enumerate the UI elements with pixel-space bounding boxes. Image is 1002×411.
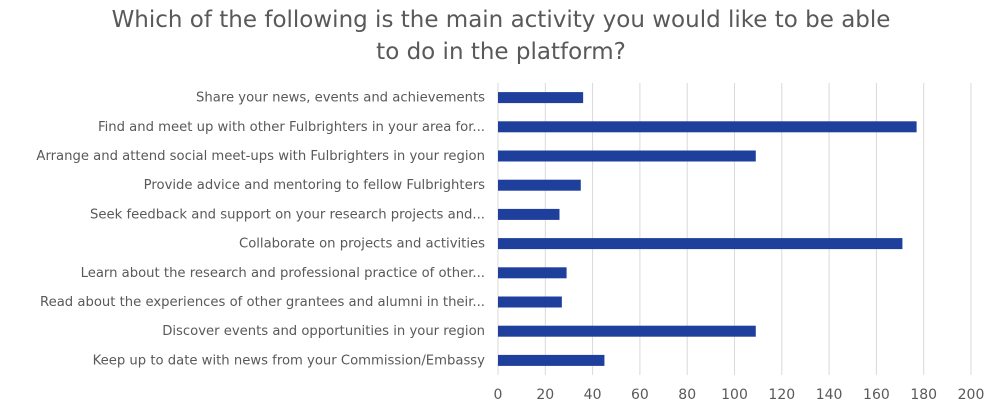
category-label-4: Seek feedback and support on your resear… bbox=[90, 207, 485, 222]
category-label-6: Learn about the research and professiona… bbox=[81, 266, 485, 281]
category-label-2: Arrange and attend social meet-ups with … bbox=[36, 149, 485, 164]
bar-4 bbox=[498, 208, 560, 220]
category-label-0: Share your news, events and achievements bbox=[196, 91, 485, 106]
bar-6 bbox=[498, 267, 567, 279]
category-label-8: Discover events and opportunities in you… bbox=[162, 324, 485, 339]
x-tick-label-8: 160 bbox=[863, 387, 890, 403]
bar-0 bbox=[498, 92, 584, 104]
chart-title-line-1: Which of the following is the main activ… bbox=[111, 7, 891, 33]
chart-title-line-2: to do in the platform? bbox=[376, 39, 626, 65]
bar-7 bbox=[498, 296, 562, 308]
x-tick-label-10: 200 bbox=[958, 387, 985, 403]
x-tick-label-3: 60 bbox=[631, 387, 649, 403]
x-tick-label-5: 100 bbox=[721, 387, 748, 403]
chart-title: Which of the following is the main activ… bbox=[0, 4, 1002, 68]
category-label-5: Collaborate on projects and activities bbox=[239, 237, 485, 252]
bar-9 bbox=[498, 354, 605, 366]
bar-8 bbox=[498, 325, 756, 337]
x-tick-label-6: 120 bbox=[768, 387, 795, 403]
category-label-7: Read about the experiences of other gran… bbox=[40, 295, 485, 310]
x-tick-label-1: 20 bbox=[536, 387, 554, 403]
bar-1 bbox=[498, 121, 917, 133]
x-tick-label-4: 80 bbox=[678, 387, 696, 403]
x-tick-label-2: 40 bbox=[584, 387, 602, 403]
category-label-9: Keep up to date with news from your Comm… bbox=[93, 353, 486, 368]
bar-3 bbox=[498, 179, 581, 191]
x-tick-label-0: 0 bbox=[494, 387, 503, 403]
category-label-1: Find and meet up with other Fulbrighters… bbox=[98, 120, 485, 135]
bar-2 bbox=[498, 150, 756, 162]
x-tick-label-9: 180 bbox=[910, 387, 937, 403]
category-label-3: Provide advice and mentoring to fellow F… bbox=[144, 178, 485, 193]
bar-5 bbox=[498, 238, 903, 250]
x-tick-label-7: 140 bbox=[816, 387, 843, 403]
